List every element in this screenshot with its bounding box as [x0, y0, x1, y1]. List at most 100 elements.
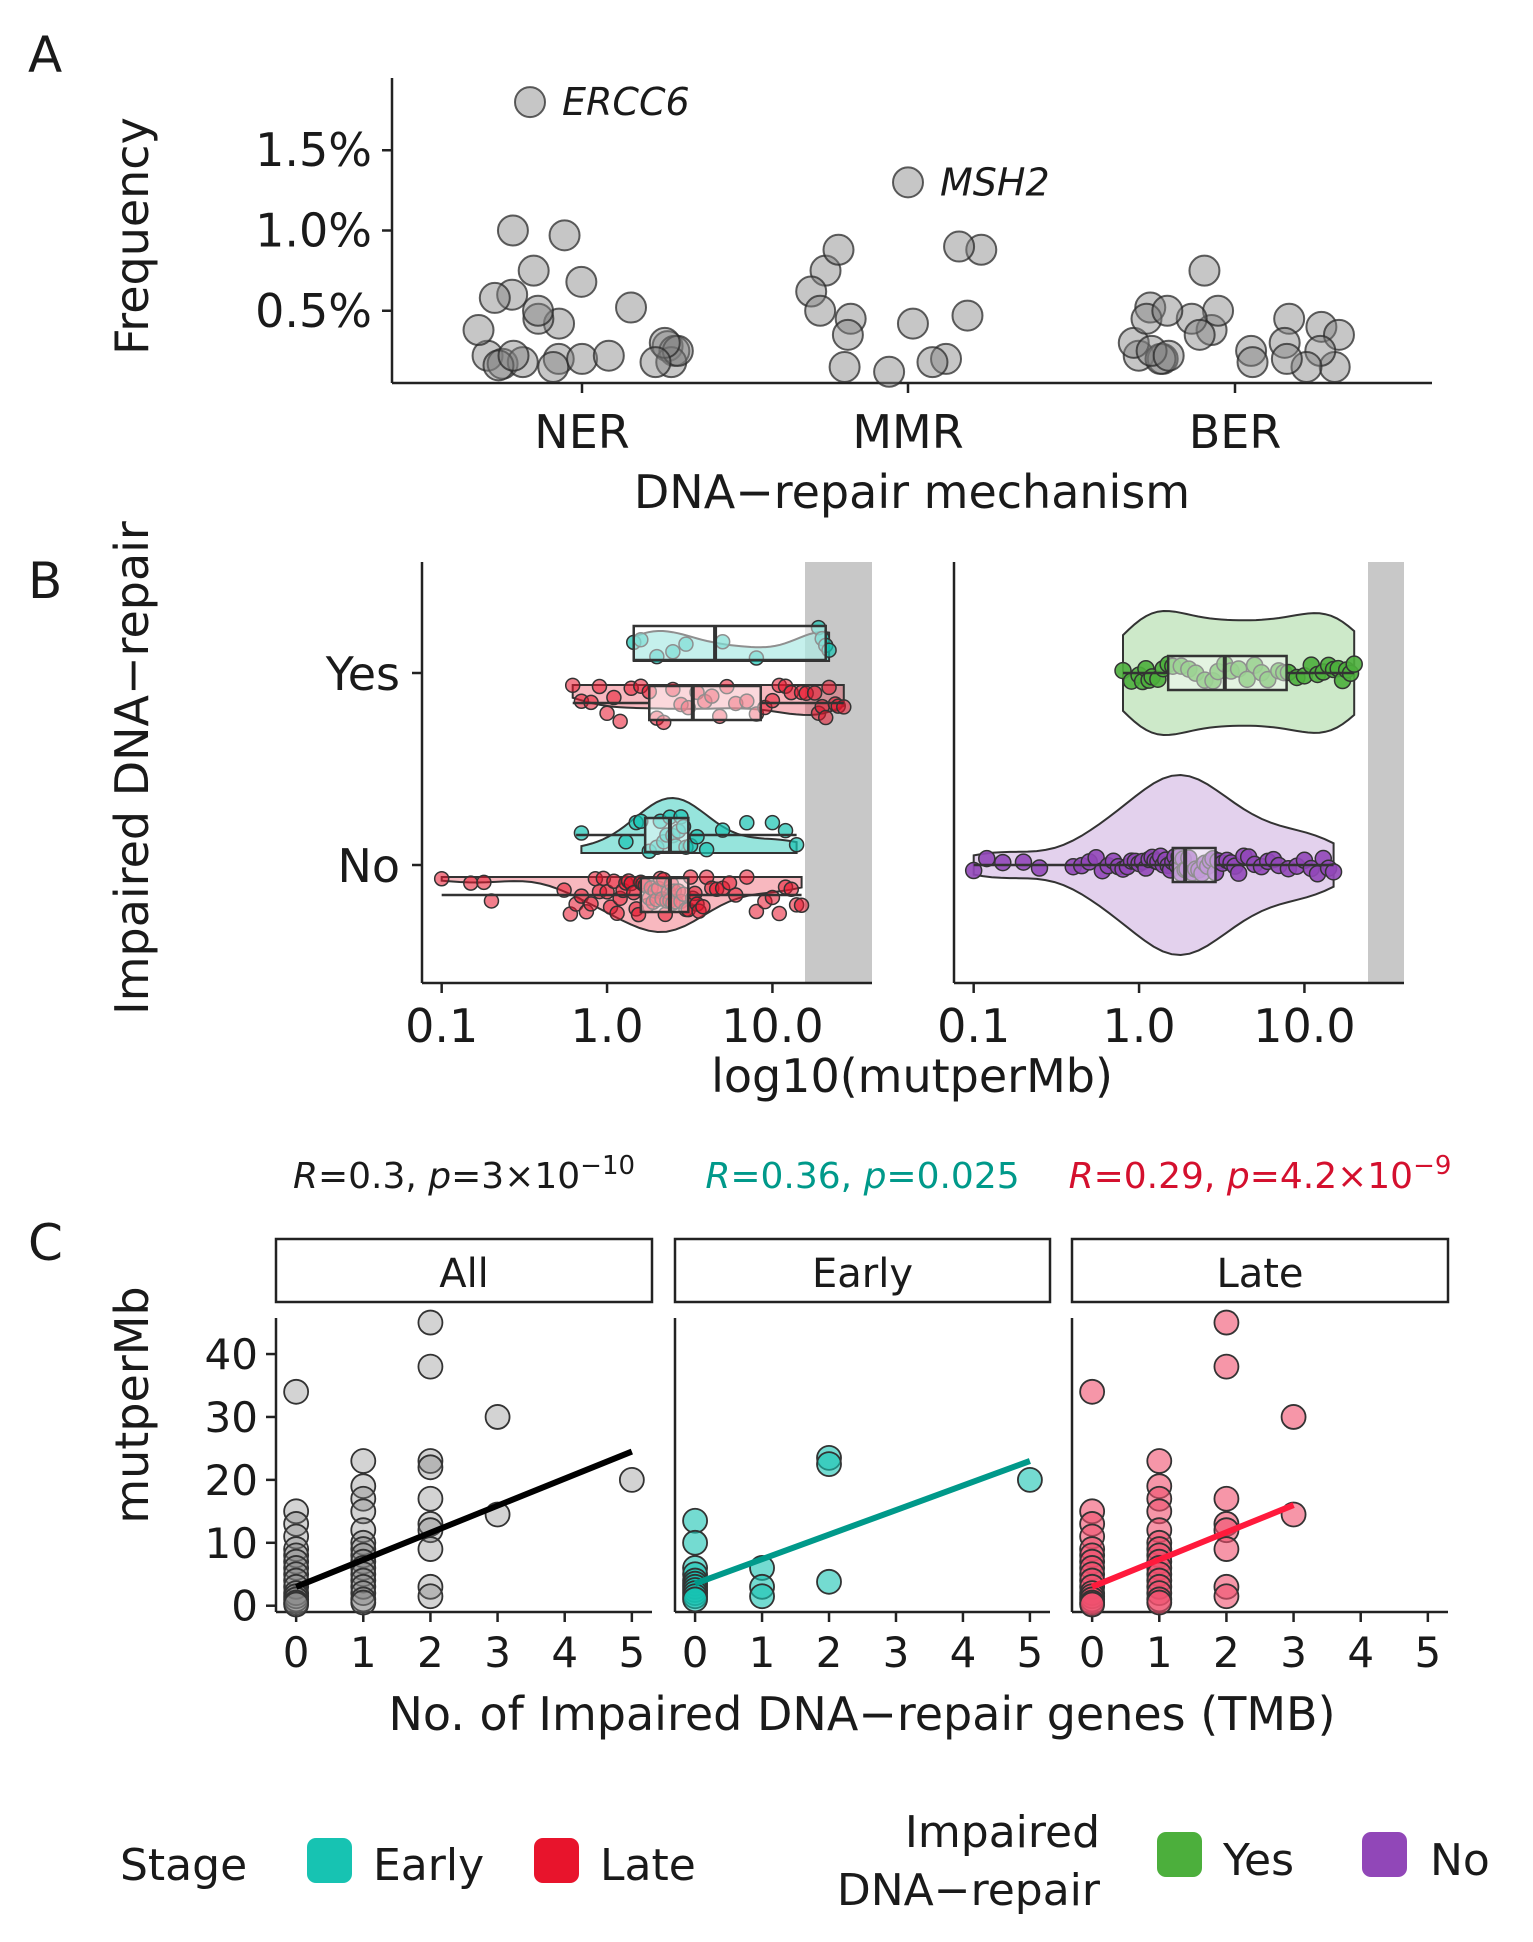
legend-repair-no-swatch — [1362, 1832, 1407, 1877]
panel-c-stat-label: R=0.36, p=0.025 — [705, 1156, 1019, 1197]
panel-c-xtick-label: 4 — [950, 1628, 977, 1677]
panel-letter-b: B — [28, 552, 62, 610]
panel-b-point — [739, 869, 755, 885]
panel-b-box — [632, 624, 827, 662]
panel-b-point — [764, 692, 781, 709]
panel-a-point — [648, 326, 681, 359]
panel-b-point — [714, 822, 731, 838]
panel-b-point — [675, 818, 692, 835]
panel-c-point — [417, 1309, 444, 1336]
panel-a-point — [615, 291, 648, 324]
panel-c-ytick-label: 10 — [205, 1519, 258, 1568]
panel-b-xtick-label: 1.0 — [1102, 999, 1175, 1053]
panel-c-strip-label: All — [439, 1251, 489, 1297]
panel-a-point — [951, 299, 984, 332]
panel-c-strip — [673, 1237, 1052, 1304]
panel-c-xtick-label: 3 — [883, 1628, 910, 1677]
panel-b-point — [964, 861, 983, 880]
panel-a-point — [1273, 302, 1306, 335]
panel-c-fit-line — [295, 1448, 633, 1590]
panel-letter-a: A — [28, 26, 62, 84]
panel-a-xtick-label: MMR — [852, 405, 963, 459]
panel-c-xtick-label: 2 — [816, 1628, 843, 1677]
panel-c-point — [1079, 1378, 1106, 1405]
panel-c-point — [682, 1529, 708, 1556]
panel-a-point — [834, 302, 867, 335]
panel-b-point — [678, 636, 694, 652]
panel-b-point — [463, 875, 479, 891]
panel-a-point — [822, 233, 855, 266]
panel-b-point — [1345, 655, 1363, 673]
panel-a-point — [1152, 339, 1185, 372]
panel-a-point — [943, 230, 976, 263]
panel-b-point — [817, 709, 834, 726]
panel-c-point — [484, 1404, 511, 1430]
panel-c-point — [1146, 1448, 1173, 1474]
panel-a-labelled-point — [514, 86, 546, 119]
panel-c-ytick-label: 20 — [205, 1456, 258, 1505]
panel-b-point — [583, 896, 599, 912]
panel-c-xtick-label: 3 — [1280, 1628, 1307, 1677]
panel-b-box — [639, 876, 690, 914]
panel-a-xtick-label: BER — [1189, 405, 1282, 459]
panel-c-point — [1213, 1583, 1240, 1610]
panel-c-ytick-label: 0 — [231, 1582, 258, 1631]
panel-a-point — [896, 307, 929, 340]
panel-b-xtick-label: 10.0 — [721, 999, 823, 1053]
panel-c-xtick-label: 4 — [1347, 1628, 1374, 1677]
panel-c-point — [618, 1466, 645, 1493]
panel-a-plot: 0.5% 1.0% 1.5% NER MMR BER ERCC6 MSH2 DNA−rep… — [105, 78, 1432, 519]
panel-a-point — [930, 342, 963, 375]
legend: Stage Early Late Impaired DNA−repair Yes… — [120, 1807, 1490, 1916]
panel-b-point — [739, 693, 755, 709]
panel-c-point — [1280, 1404, 1307, 1430]
panel-a-point — [497, 339, 530, 372]
panel-a-point — [804, 294, 837, 327]
panel-c-point — [417, 1454, 444, 1481]
panel-c-point — [417, 1448, 444, 1474]
legend-repair-no-label: No — [1430, 1835, 1490, 1886]
panel-a-point — [639, 346, 672, 379]
panel-b-plot: Yes No 0.1 1.0 10.0 0.1 1.0 10.0 log10(mutperM… — [105, 521, 1404, 1103]
panel-b-point — [612, 713, 628, 730]
panel-c-y-title: mutperMb — [105, 1286, 159, 1523]
panel-a-point — [1304, 334, 1337, 367]
panel-c-point — [682, 1586, 708, 1613]
panel-b-box — [648, 684, 763, 722]
panel-b-right-shade — [1368, 562, 1404, 983]
panel-c-point — [350, 1448, 377, 1474]
panel-a-point — [1270, 342, 1303, 375]
panel-a-point — [537, 350, 570, 383]
panel-b-ytick-label: Yes — [325, 647, 400, 701]
panel-c-strip-label: Early — [812, 1251, 913, 1297]
panel-c-point — [1146, 1589, 1173, 1616]
panel-c-xtick-label: 1 — [1146, 1628, 1173, 1677]
panel-b-point — [806, 685, 823, 701]
panel-a-point — [592, 339, 625, 372]
panel-a-point — [1236, 346, 1269, 379]
panel-a-point — [916, 346, 949, 379]
panel-c-point — [1079, 1591, 1106, 1618]
panel-b-point — [1324, 863, 1343, 881]
panel-a-point — [828, 350, 861, 383]
panel-c-point — [682, 1507, 708, 1534]
panel-c-point — [417, 1353, 444, 1380]
legend-repair-yes-label: Yes — [1222, 1835, 1294, 1886]
panel-b-xtick-label: 10.0 — [1253, 999, 1355, 1053]
panel-c-point — [749, 1583, 775, 1610]
panel-b-point — [1229, 864, 1248, 882]
panel-c-fit-line — [1091, 1502, 1295, 1590]
panel-b-point — [564, 677, 581, 694]
panel-c-xtick-label: 2 — [417, 1628, 444, 1677]
panel-a-point — [1290, 350, 1323, 383]
panel-c-xtick-label: 3 — [484, 1628, 511, 1677]
panel-b-point — [665, 643, 681, 660]
legend-stage-title: Stage — [120, 1840, 247, 1891]
panel-c-xtick-label: 0 — [283, 1628, 310, 1677]
legend-stage-late-label: Late — [600, 1840, 696, 1891]
panel-c-point — [1213, 1309, 1240, 1336]
panel-c-strip-label: Late — [1216, 1251, 1303, 1297]
panel-c-point — [1017, 1466, 1043, 1493]
